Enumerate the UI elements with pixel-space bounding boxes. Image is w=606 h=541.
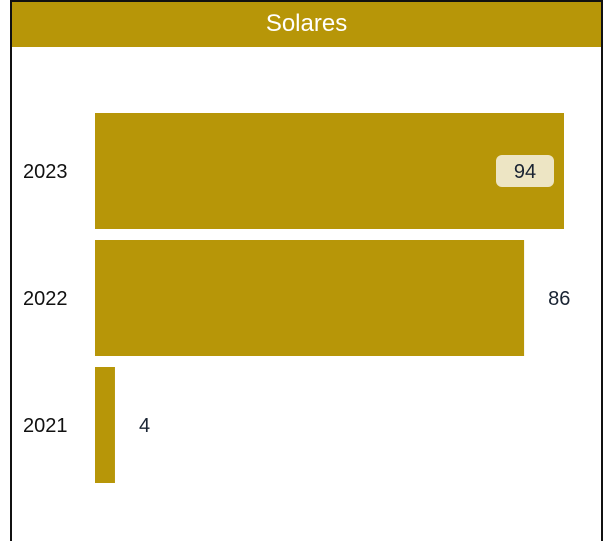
value-label-2022: 86 [548, 288, 570, 310]
chart-header: Solares [12, 2, 601, 47]
value-label-2023: 94 [514, 161, 536, 183]
value-badge-2023 [496, 155, 554, 187]
category-label-2021: 2021 [23, 415, 68, 437]
value-label-2021: 4 [139, 415, 150, 437]
category-label-2023: 2023 [23, 161, 68, 183]
bar-2022 [95, 240, 525, 356]
chart-title: Solares [265, 9, 348, 37]
bar-2023 [95, 113, 564, 229]
bar-2021 [95, 367, 115, 483]
category-label-2022: 2022 [23, 288, 68, 310]
